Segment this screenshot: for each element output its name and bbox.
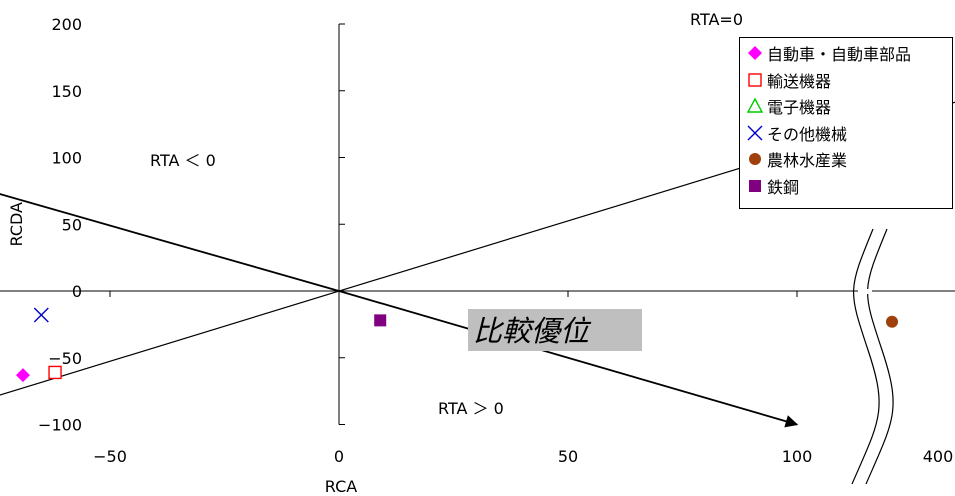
legend-marker-shape: [746, 97, 764, 113]
x-break-label: 400: [923, 447, 954, 466]
legend-label: 農林水産業: [767, 151, 848, 170]
legend-marker: [749, 179, 761, 192]
data-points: [15, 307, 898, 383]
legend-label: その他機械: [767, 124, 848, 144]
legend-item: 鉄鋼: [746, 173, 799, 199]
legend-marker: [746, 97, 764, 113]
axis-break-gap: [858, 289, 872, 294]
legend-label: 電子機器: [767, 98, 832, 117]
x-tick-label: 50: [558, 447, 578, 466]
legend: 自動車・自動車部品 輸送機器電子機器その他機械農林水産業鉄鋼: [739, 37, 953, 209]
y-tick-label: −100: [38, 416, 82, 435]
y-tick-label: 150: [51, 82, 82, 101]
legend-item: 電子機器: [746, 93, 831, 119]
tick-labels: −100−50050100150200200150100500−50−10040…: [7, 15, 954, 496]
data-point: [33, 307, 49, 323]
y-tick-label: 50: [62, 215, 82, 234]
x-tick-label: 0: [334, 447, 344, 466]
annotation-advantage: 比較優位: [473, 314, 592, 348]
legend-marker: [747, 125, 763, 140]
legend-item: その他機械: [746, 120, 847, 146]
x-axis-title: RCA: [325, 477, 357, 496]
legend-marker-shape: [748, 72, 762, 87]
y-tick-label: −50: [48, 349, 82, 368]
legend-marker: [748, 46, 762, 60]
y-tick-label: 200: [51, 15, 82, 34]
rta-lines: [0, 101, 955, 428]
legend-marker: [748, 72, 762, 87]
legend-item: 自動車・自動車部品: [746, 40, 911, 66]
legend-label: 鉄鋼: [767, 177, 800, 197]
legend-marker: [749, 153, 761, 165]
x-tick-label: 100: [782, 447, 813, 466]
legend-label: 自動車・自動車部品: [767, 45, 912, 64]
legend-item: 輸送機器: [746, 67, 831, 93]
legend-item: 農林水産業: [746, 146, 847, 172]
data-point: [886, 315, 898, 328]
y-tick-label: 0: [72, 282, 82, 301]
annotation-rta-zero: RTA=0: [690, 10, 743, 29]
legend-marker-shape: [749, 179, 761, 192]
axis-break-line: [865, 228, 894, 485]
data-point: [48, 365, 62, 380]
legend-marker-shape: [747, 125, 763, 140]
axis-break: [851, 228, 894, 485]
legend-marker-shape: [748, 46, 762, 60]
y-tick-label: 100: [51, 149, 82, 168]
y-axis-title: RCDA: [7, 202, 26, 247]
x-tick-label: −50: [93, 447, 127, 466]
legend-marker-shape: [749, 153, 761, 165]
legend-label: 輸送機器: [767, 71, 832, 91]
advantage-box: [468, 309, 642, 351]
annotation-rta-pos: RTA ＞ 0: [438, 399, 504, 418]
annotation-rta-neg: RTA ＜ 0: [150, 151, 216, 170]
annotations: RTA=0 RTA ＜ 0 RTA ＞ 0 比較優位: [150, 10, 743, 418]
rta-pos-arrow: [338, 290, 799, 428]
rta-zero-line: [0, 101, 955, 396]
axis-break-line: [851, 228, 880, 485]
rta-neg-arrow: [0, 193, 340, 292]
data-point: [15, 368, 30, 383]
data-point: [374, 314, 387, 327]
